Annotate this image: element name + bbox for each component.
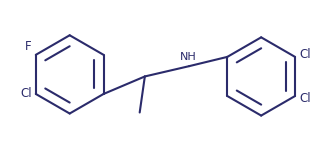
Text: NH: NH [180, 52, 197, 62]
Text: Cl: Cl [299, 48, 311, 61]
Text: F: F [25, 40, 32, 53]
Text: Cl: Cl [20, 88, 32, 100]
Text: Cl: Cl [299, 92, 311, 105]
